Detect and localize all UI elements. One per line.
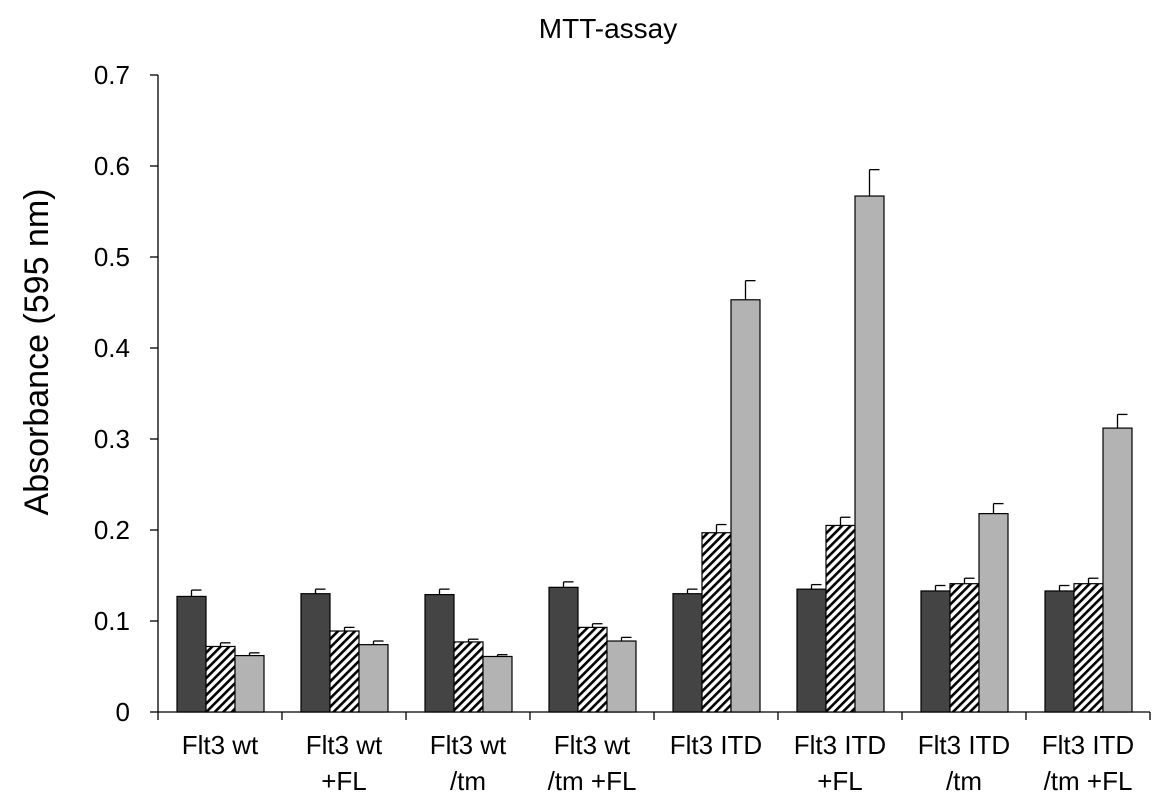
bar [606, 640, 637, 713]
x-category-label: Flt3 ITD/tm +FL [1042, 730, 1134, 796]
bar [548, 586, 579, 713]
bar [300, 593, 331, 713]
bar [453, 641, 484, 713]
y-tick-label: 0.1 [94, 606, 130, 636]
bar [1044, 590, 1075, 713]
x-category-label-line: /tm [450, 766, 486, 796]
x-category-label-line: Flt3 ITD [794, 730, 886, 760]
x-category-label-line: Flt3 wt [430, 730, 507, 760]
bar [949, 583, 980, 713]
x-category-label-line: /tm +FL [1044, 766, 1133, 796]
y-tick-label: 0.7 [94, 60, 130, 90]
bar [1073, 583, 1104, 713]
bar [329, 630, 360, 713]
x-category-label: Flt3 ITD +FL [794, 730, 886, 796]
y-tick-label: 0.4 [94, 333, 130, 363]
x-category-label: Flt3 ITD [670, 730, 762, 760]
x-category-label-line: +FL [817, 766, 863, 796]
bar [234, 654, 265, 713]
x-category-label-line: Flt3 wt [306, 730, 383, 760]
bar [176, 595, 207, 713]
x-category-label-line: Flt3 ITD [1042, 730, 1134, 760]
bar [796, 588, 827, 713]
x-category-label-line: Flt3 wt [554, 730, 631, 760]
y-tick-label: 0.3 [94, 424, 130, 454]
bar [1102, 427, 1133, 713]
bar [730, 299, 761, 713]
x-category-label-line: Flt3 ITD [670, 730, 762, 760]
bar [701, 532, 732, 713]
x-category-label-line: Flt3 wt [182, 730, 259, 760]
y-tick-label: 0.2 [94, 515, 130, 545]
x-category-label: Flt3 wt/tm [430, 730, 507, 796]
bar [672, 593, 703, 713]
bar [920, 590, 951, 713]
bar [854, 195, 885, 713]
x-category-label: Flt3 ITD/tm [918, 730, 1010, 796]
y-tick-label: 0 [116, 697, 130, 727]
bar [482, 655, 513, 713]
x-category-label-line: /tm +FL [548, 766, 637, 796]
y-tick-label: 0.6 [94, 151, 130, 181]
y-axis-label: Absorbance (595 nm) [18, 189, 56, 516]
bar [424, 594, 455, 713]
x-category-label: Flt3 wt +FL [306, 730, 383, 796]
bar [825, 524, 856, 713]
x-category-label-line: /tm [946, 766, 982, 796]
bar [577, 626, 608, 713]
x-category-label-line: +FL [321, 766, 367, 796]
x-category-label: Flt3 wt/tm +FL [548, 730, 637, 796]
x-category-label-line: Flt3 ITD [918, 730, 1010, 760]
bar [205, 645, 236, 713]
y-tick-label: 0.5 [94, 242, 130, 272]
chart-title: MTT-assay [539, 13, 677, 44]
x-category-label: Flt3 wt [182, 730, 259, 760]
bar [978, 513, 1009, 713]
bar [358, 644, 389, 713]
